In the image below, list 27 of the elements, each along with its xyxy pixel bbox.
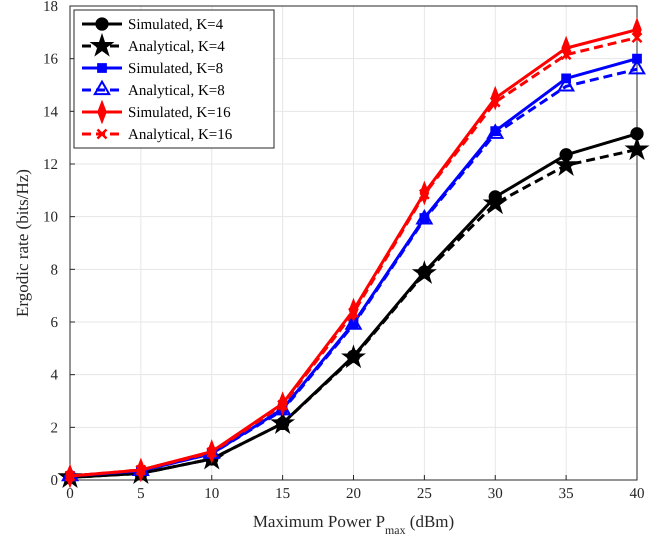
- x-tick-label: 35: [558, 486, 574, 502]
- x-tick-label: 0: [66, 486, 74, 502]
- y-tick-label: 18: [43, 0, 58, 15]
- y-axis-title: Ergodic rate (bits/Hz): [13, 169, 32, 317]
- legend-label: Simulated, K=8: [128, 61, 224, 77]
- x-tick-label: 10: [204, 486, 220, 502]
- y-tick-label: 4: [50, 368, 58, 384]
- y-tick-label: 14: [43, 104, 58, 120]
- legend-label: Analytical, K=16: [128, 127, 233, 143]
- y-tick-label: 8: [50, 262, 58, 278]
- legend-label: Analytical, K=4: [128, 39, 226, 55]
- x-tick-label: 25: [416, 486, 432, 502]
- y-tick-label: 10: [43, 210, 58, 226]
- x-axis-title: Maximum Power P$_{max}$ (dBm): [252, 512, 454, 537]
- y-tick-label: 6: [50, 315, 58, 331]
- legend-label: Simulated, K=16: [128, 105, 232, 121]
- x-tick-label: 20: [346, 486, 361, 502]
- legend-label: Analytical, K=8: [128, 83, 225, 99]
- x-tick-label: 40: [630, 486, 644, 502]
- y-tick-label: 16: [43, 52, 58, 68]
- x-tick-label: 5: [137, 486, 145, 502]
- legend-label: Simulated, K=4: [128, 17, 224, 33]
- x-tick-label: 30: [488, 486, 503, 502]
- x-tick-label: 15: [275, 486, 290, 502]
- y-tick-label: 2: [50, 420, 58, 436]
- y-tick-label: 12: [43, 157, 58, 173]
- y-tick-label: 0: [50, 473, 58, 489]
